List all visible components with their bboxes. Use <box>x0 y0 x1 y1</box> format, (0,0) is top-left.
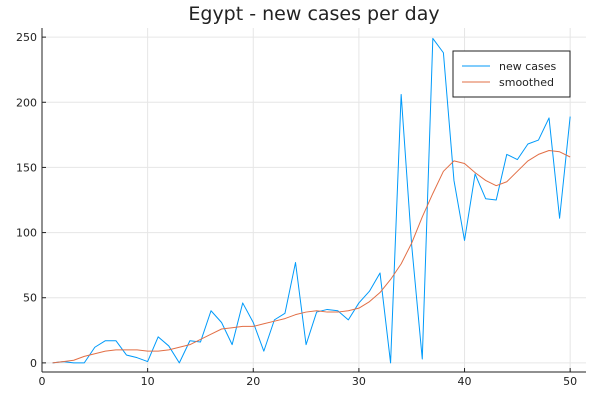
y-tick-label: 0 <box>30 357 37 370</box>
y-tick-label: 100 <box>16 227 37 240</box>
y-tick-label: 200 <box>16 96 37 109</box>
y-tick-label: 250 <box>16 31 37 44</box>
legend-label-smoothed: smoothed <box>499 76 554 89</box>
legend-box <box>452 50 571 98</box>
legend-label-new-cases: new cases <box>499 60 557 73</box>
y-tick-label: 150 <box>16 161 37 174</box>
x-tick-label: 50 <box>563 375 577 388</box>
legend: new cases smoothed <box>452 50 571 98</box>
x-tick-label: 30 <box>352 375 366 388</box>
x-tick-label: 0 <box>39 375 46 388</box>
series-line-new-cases <box>52 37 571 364</box>
series-lines <box>52 37 571 364</box>
axes: 0 10 20 30 40 50 0 50 100 150 200 250 <box>16 28 586 388</box>
chart-title: Egypt - new cases per day <box>188 3 439 25</box>
x-tick-label: 40 <box>458 375 472 388</box>
x-tick-label: 10 <box>141 375 155 388</box>
series-line-smoothed <box>52 149 571 364</box>
x-tick-label: 20 <box>246 375 260 388</box>
y-tick-label: 50 <box>23 292 37 305</box>
